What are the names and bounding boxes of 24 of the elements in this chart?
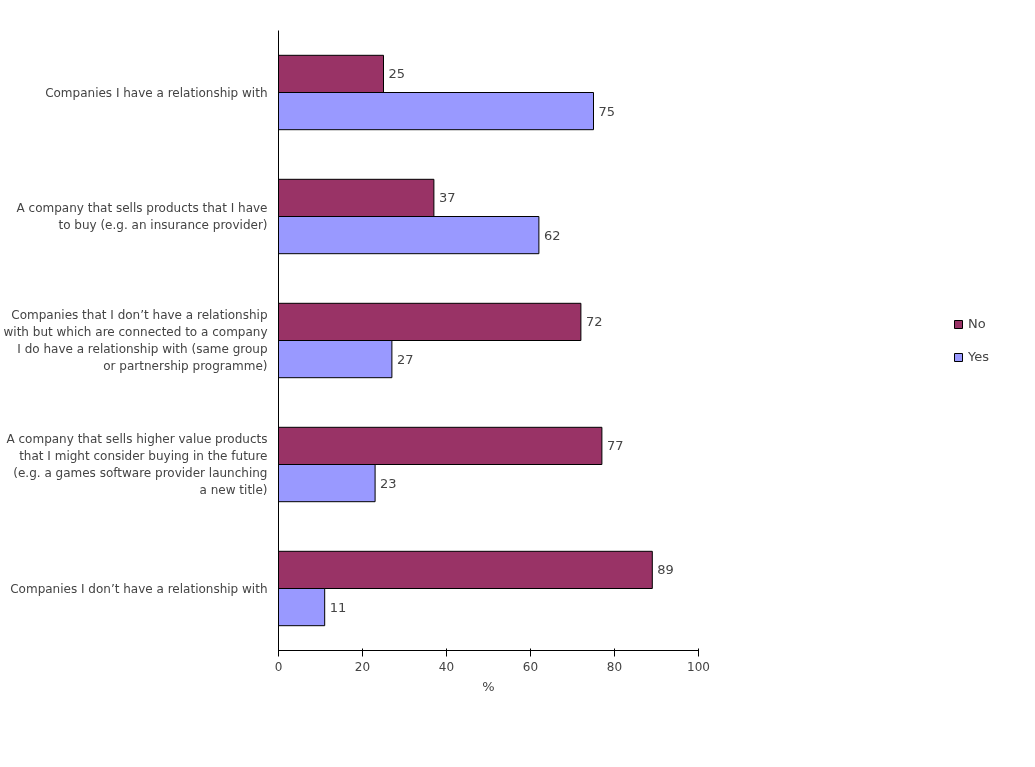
x-axis-title: % (482, 678, 495, 694)
y-tick-label: A company that sells products that I have to buy (e.g. an insurance provider) (16, 201, 268, 232)
y-tick-label: Companies I have a relationship with (45, 85, 268, 100)
data-label: 23 (380, 475, 397, 491)
legend-label: Yes (968, 349, 989, 364)
x-tick-label: 20 (354, 659, 371, 674)
data-label: 77 (606, 438, 624, 454)
y-tick-label: A company that sells higher value products that I might consider buying in the future (e.g. a games software provider launching a new title) (6, 432, 268, 497)
x-tick-label: 40 (438, 659, 455, 674)
data-label: 37 (438, 190, 456, 206)
data-label: 25 (388, 66, 406, 82)
x-tick-label: 0 (274, 659, 283, 674)
x-tick-label: 100 (687, 659, 710, 674)
x-tick-label: 80 (606, 659, 623, 674)
data-label: 75 (598, 103, 616, 119)
y-tick-label: Companies I don’t have a relationship with (10, 581, 268, 596)
y-tick-label: Companies that I don’t have a relationship with but which are connected to a company I do have a relationship with (same group or partnership programme) (3, 308, 268, 373)
data-label: 62 (543, 227, 561, 243)
data-label: 89 (657, 562, 674, 578)
data-label: 27 (396, 351, 414, 367)
x-tick-label: 60 (522, 659, 539, 674)
data-label: 72 (585, 314, 603, 330)
data-label: 11 (329, 599, 347, 615)
legend-label: No (968, 316, 987, 331)
